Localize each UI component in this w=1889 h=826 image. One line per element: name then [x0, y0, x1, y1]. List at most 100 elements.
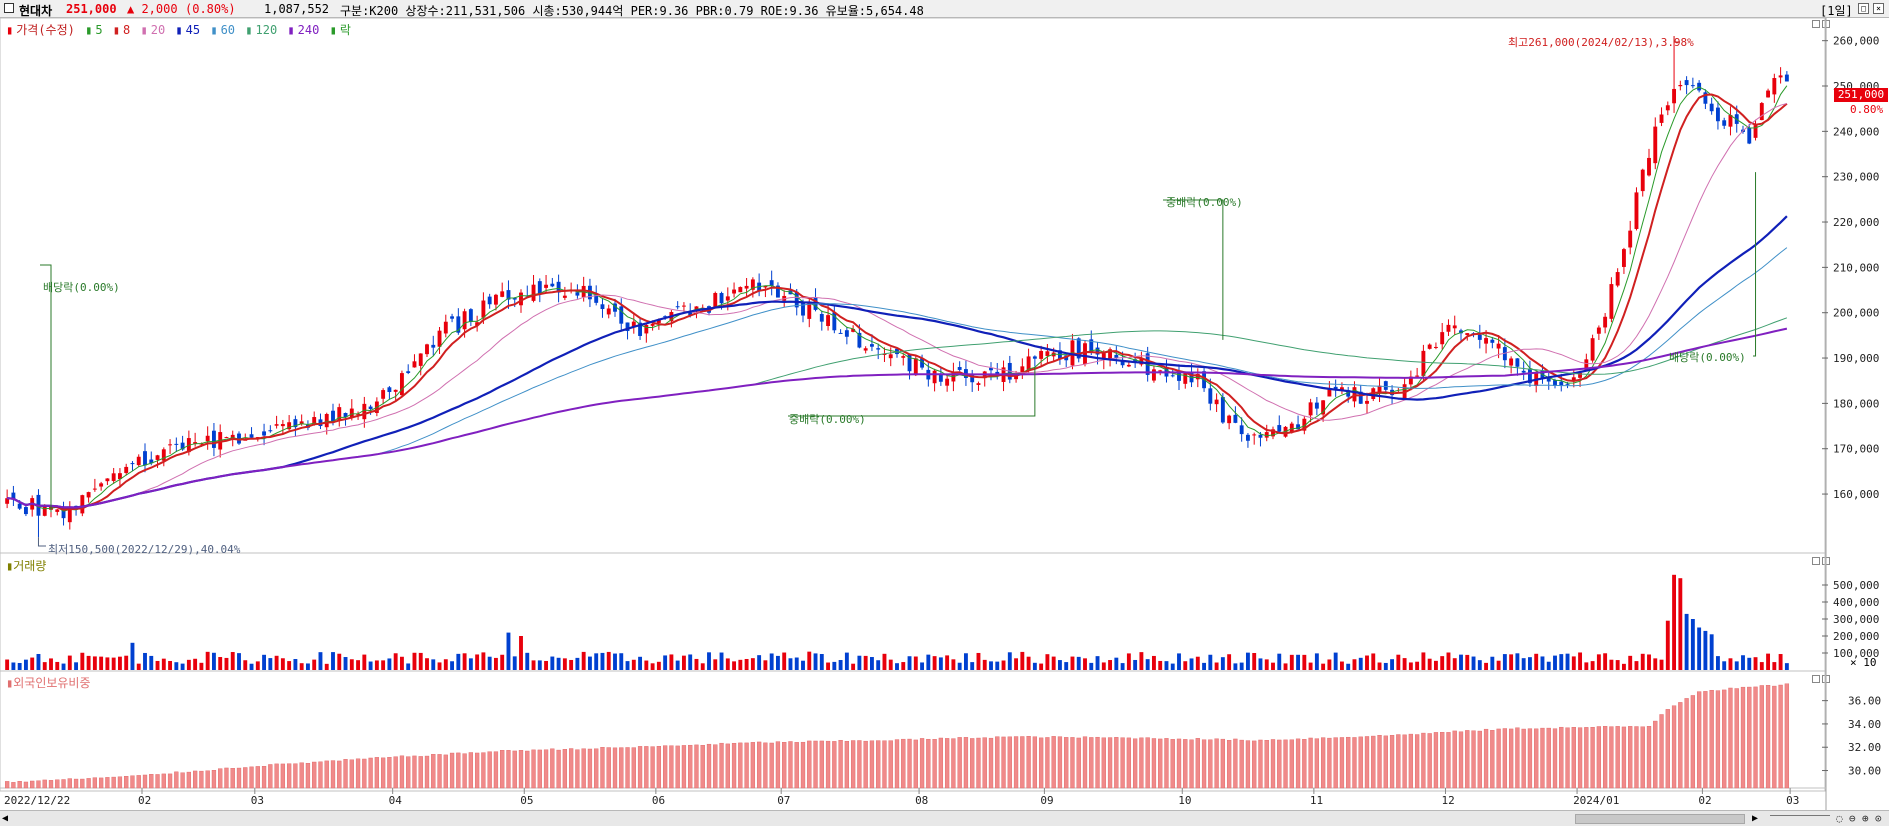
volume-bar: [17, 662, 22, 670]
candle-body: [1126, 364, 1131, 367]
candle-body: [349, 408, 354, 418]
scroll-right-icon[interactable]: ▶: [1752, 813, 1759, 824]
volume-bar: [1690, 619, 1695, 670]
volume-bar: [1346, 663, 1351, 670]
foreign-ownership-bar: [982, 737, 987, 789]
volume-bar: [869, 657, 874, 670]
restore-icon[interactable]: □: [1858, 3, 1869, 14]
volume-bar: [205, 651, 210, 670]
candle-body: [1490, 339, 1495, 343]
volume-bar: [813, 653, 818, 670]
foreign-ownership-bar: [1007, 736, 1012, 789]
foreign-ownership-bar: [1534, 728, 1539, 789]
scroll-left-icon[interactable]: ◀: [2, 813, 9, 824]
zoom-reset-icon[interactable]: ◌: [1836, 812, 1843, 825]
candle-body: [1571, 377, 1576, 381]
chart-scrollbar[interactable]: ◀ ▶ ◌ ⊖ ⊕ ⊙: [0, 810, 1889, 826]
zoom-slider[interactable]: [1770, 815, 1830, 822]
candle-body: [1358, 391, 1363, 404]
foreign-ownership-bar: [1421, 732, 1426, 789]
candle-body: [193, 442, 198, 444]
foreign-ownership-bar: [669, 745, 674, 789]
bonus-leader-2: [1163, 199, 1224, 340]
candle-body: [237, 433, 241, 444]
volume-bar: [581, 651, 586, 670]
legend-rak: 락: [339, 23, 351, 37]
volume-bar: [437, 662, 442, 670]
period-button[interactable]: [1일]: [1820, 4, 1853, 18]
candle-body: [519, 292, 523, 306]
volume-bar: [312, 659, 317, 670]
candle-body: [1020, 366, 1025, 374]
close-icon[interactable]: ×: [1873, 3, 1884, 14]
select-checkbox[interactable]: [4, 3, 14, 13]
volume-bar: [1220, 657, 1225, 670]
zoom-fit-icon[interactable]: ⊙: [1875, 812, 1882, 825]
foreign-ownership-bar: [1571, 727, 1576, 789]
volume-bar: [920, 662, 925, 670]
stock-name[interactable]: 현대차: [19, 4, 53, 18]
foreign-ownership-bar: [970, 738, 975, 789]
volume-bar: [681, 655, 686, 670]
volume-bar: [1521, 658, 1526, 670]
zoom-in-icon[interactable]: ⊕: [1862, 812, 1869, 825]
volume-bar: [1534, 653, 1539, 670]
foreign-ownership-bar: [857, 740, 862, 789]
volume-bar: [1020, 651, 1025, 670]
candle-body: [556, 281, 561, 293]
volume-bar: [951, 659, 956, 670]
volume-bar: [343, 657, 348, 670]
volume-panel-max-icon[interactable]: [1812, 557, 1820, 565]
volume-bar: [644, 660, 649, 670]
candle-body: [1365, 400, 1369, 404]
foreign-ownership-bar: [1615, 726, 1620, 789]
foreign-panel-max-icon[interactable]: [1812, 675, 1820, 683]
volume-bar: [945, 655, 950, 670]
candle-body: [1433, 346, 1438, 348]
ma120-line: [7, 317, 1788, 509]
volume-bar: [368, 661, 373, 670]
date-tick-label: 2024/01: [1573, 794, 1619, 807]
foreign-ownership-bar: [1120, 737, 1125, 789]
volume-bar: [1753, 657, 1758, 670]
volume-bar: [1264, 659, 1269, 670]
stock-chart-canvas[interactable]: 260,000250,000240,000230,000220,000210,0…: [0, 18, 1889, 810]
price-panel-max-icon[interactable]: [1812, 20, 1820, 28]
candle-body: [1546, 377, 1551, 382]
volume-bar: [1258, 658, 1263, 670]
foreign-ownership-bar: [788, 741, 793, 789]
volume-bar: [663, 655, 668, 670]
volume-bar: [913, 656, 918, 670]
candle-body: [1195, 373, 1200, 380]
scroll-thumb[interactable]: [1575, 814, 1745, 824]
volume-bar: [337, 653, 342, 670]
volume-bar: [1634, 661, 1639, 670]
foreign-ownership-bar: [1151, 738, 1157, 789]
volume-unit: × 10: [1850, 656, 1877, 669]
volume-bar: [1365, 655, 1369, 670]
volume-bar: [11, 662, 16, 670]
candle-body: [1227, 415, 1232, 424]
candle-body: [262, 431, 267, 436]
volume-bar: [995, 661, 1000, 670]
volume-bar: [519, 636, 523, 670]
candle-body: [1408, 376, 1413, 385]
volume-bar: [374, 660, 379, 670]
volume-bar: [481, 652, 486, 670]
foreign-ownership-bar: [631, 747, 636, 789]
candle-body: [1101, 353, 1106, 360]
foreign-ownership-bar: [30, 780, 35, 789]
zoom-out-icon[interactable]: ⊖: [1849, 812, 1856, 825]
foreign-ownership-bar: [1283, 739, 1288, 789]
volume-bar: [262, 654, 267, 670]
foreign-ownership-bar: [192, 770, 198, 789]
volume-bar: [1703, 630, 1708, 670]
volume-bar: [230, 652, 235, 670]
candle-body: [807, 302, 812, 319]
candle-body: [180, 442, 185, 450]
candle-body: [857, 332, 862, 348]
volume-bar: [531, 660, 536, 670]
candle-body: [606, 308, 611, 315]
foreign-ownership-bar: [1289, 739, 1294, 789]
dividend-leader-1: [40, 264, 52, 513]
